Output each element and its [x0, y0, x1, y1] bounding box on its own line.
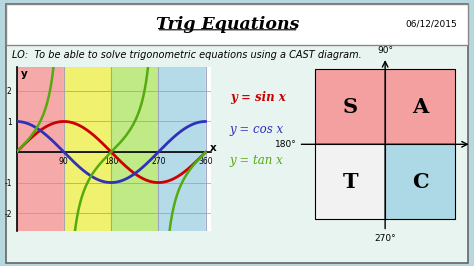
Text: LO:  To be able to solve trigonometric equations using a CAST diagram.: LO: To be able to solve trigonometric eq… — [12, 49, 362, 60]
Text: C: C — [412, 172, 428, 192]
Bar — [17, 66, 64, 231]
Text: 06/12/2015: 06/12/2015 — [406, 20, 457, 29]
Text: y: y — [21, 69, 27, 79]
Text: 90°: 90° — [377, 45, 393, 55]
Bar — [206, 66, 211, 231]
Text: A: A — [412, 97, 428, 117]
Bar — [315, 144, 385, 219]
Text: 180°: 180° — [274, 140, 296, 149]
Bar — [385, 69, 455, 144]
Bar — [385, 144, 455, 219]
Text: S: S — [343, 97, 358, 117]
Bar — [64, 66, 111, 231]
FancyBboxPatch shape — [6, 4, 468, 263]
FancyBboxPatch shape — [6, 4, 468, 45]
Bar — [315, 69, 385, 144]
Text: y = sin x: y = sin x — [230, 91, 286, 103]
Bar — [111, 66, 158, 231]
Text: y = cos x: y = cos x — [230, 123, 284, 135]
Text: x: x — [210, 143, 217, 153]
Bar — [158, 66, 206, 231]
Text: 270°: 270° — [374, 234, 396, 243]
Text: Trig Equations: Trig Equations — [156, 16, 299, 33]
Text: T: T — [342, 172, 358, 192]
Text: y = tan x: y = tan x — [230, 155, 283, 167]
